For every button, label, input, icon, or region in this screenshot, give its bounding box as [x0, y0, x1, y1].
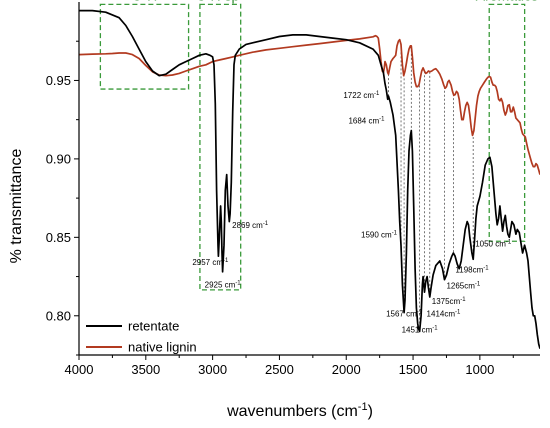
region-boxes: O-H C-H sp3 Aromatics [99, 0, 538, 291]
peak-annotation: 1722 cm-1 [343, 91, 380, 100]
peak-lines [388, 44, 474, 332]
region-box [99, 3, 190, 90]
x-axis-label: wavenumbers (cm-1) [226, 401, 373, 420]
peak-annotation: 2957 cm-1 [192, 258, 229, 267]
region-box [199, 3, 242, 291]
x-tick-label: 3000 [198, 362, 227, 377]
series-lines [79, 9, 540, 349]
x-tick-label: 2500 [265, 362, 294, 377]
region-label: O-H [132, 0, 158, 3]
region-label: C-H sp3 [196, 0, 246, 3]
peak-annotation: 1451 cm-1 [402, 325, 439, 334]
y-axis-label: % transmittance [8, 149, 25, 264]
legend: retentate native lignin [86, 319, 197, 355]
peak-annotation: 1375cm-1 [432, 297, 466, 306]
region-box [488, 3, 526, 242]
series-line-native-lignin [79, 34, 540, 175]
region-label: Aromatics [476, 0, 538, 3]
peak-annotation: 2869 cm-1 [232, 221, 269, 230]
series-line-retentate [79, 9, 540, 349]
peak-annotation: 1198cm-1 [455, 266, 489, 275]
x-tick-label: 3500 [131, 362, 160, 377]
x-tick-label: 1000 [465, 362, 494, 377]
peak-annotation: 1567 cm-1 [386, 310, 423, 319]
peak-annotation: 1265cm-1 [446, 281, 480, 290]
axes [78, 2, 540, 356]
peak-annotation: 1050 cm-1 [475, 240, 512, 249]
y-tick-label: 0.85 [46, 230, 71, 245]
peak-annotation: 1684 cm-1 [348, 117, 385, 126]
peak-annotation: 1414cm-1 [427, 310, 461, 319]
legend-label: native lignin [128, 340, 197, 355]
y-tick-label: 0.80 [46, 308, 71, 323]
y-tick-label: 0.95 [46, 73, 71, 88]
ticks: 4000 3500 3000 2500 2000 1500 1000 0.80 0.85 0.90… [46, 40, 514, 377]
peak-annotation: 2925 cm-1 [205, 281, 242, 290]
x-tick-label: 4000 [65, 362, 94, 377]
x-tick-label: 2000 [332, 362, 361, 377]
x-tick-label: 1500 [399, 362, 428, 377]
y-tick-label: 0.90 [46, 151, 71, 166]
legend-label: retentate [128, 319, 179, 334]
peak-annotation: 1590 cm-1 [361, 230, 398, 239]
peak-annotations: 1722 cm-1 1684 cm-1 1590 cm-1 2957 cm-1 2925… [192, 91, 512, 334]
